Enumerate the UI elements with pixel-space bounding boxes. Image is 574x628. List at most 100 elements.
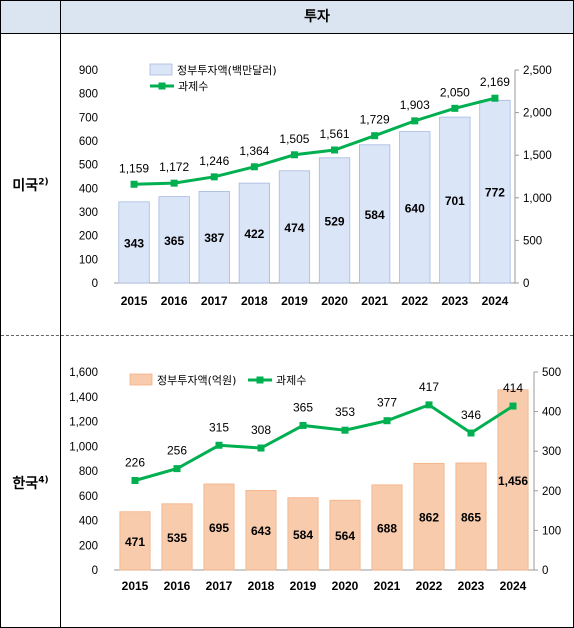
bar-value-label: 387 [204,231,224,245]
bar-value-label: 688 [377,521,397,535]
line-value-label: 417 [419,380,439,394]
row-label-kr: 한국4) [1,473,60,493]
bar [158,196,190,284]
bar [371,484,403,571]
us-chart: 0 100 200 300 400 500 600 700 800 900 0 500 1,000 1,5… [79,63,552,308]
y2-tick-label: 1,500 [523,150,552,162]
y-tick-label: 300 [79,207,98,219]
x-tick-label: 2019 [281,294,308,308]
row-label-us: 미국2) [1,175,60,195]
x-tick-label: 2022 [401,294,428,308]
x-tick-label: 2024 [500,579,527,593]
line-marker [451,104,459,112]
x-tick-label: 2016 [164,579,191,593]
x-tick-label: 2017 [206,579,233,593]
row-label-us-note: 2) [38,177,49,188]
y-tick-label: 800 [79,466,98,478]
line-value-label: 365 [293,400,313,414]
line-value-label: 1,903 [400,98,430,112]
x-tick-label: 2022 [416,579,443,593]
bar [278,170,311,284]
bar-value-label: 474 [284,221,304,235]
y-tick-label: 0 [92,278,98,290]
bar [238,182,270,284]
line-value-label: 226 [125,456,145,470]
x-tick-label: 2015 [122,579,149,593]
bar-value-label: 772 [485,186,505,200]
bar [198,191,230,284]
bar [359,144,391,284]
bar-value-label: 695 [209,521,229,535]
y-tick-label: 400 [79,516,98,528]
line-value-label: 315 [209,420,229,434]
line-value-label: 1,729 [360,113,390,127]
bar-value-label: 564 [335,529,355,543]
y-tick-label: 500 [79,160,98,172]
y-tick-label: 1,200 [69,417,98,429]
line-marker [257,444,265,452]
x-tick-label: 2015 [121,294,148,308]
row-divider [1,335,573,336]
bar-value-label: 535 [167,531,187,545]
x-tick-label: 2017 [201,294,228,308]
line-marker [371,132,379,140]
y-tick-label: 100 [79,254,98,266]
legend-label-line: 과제수 [178,80,208,93]
line-marker [299,421,307,429]
line-value-label: 1,561 [320,127,350,141]
legend-label-bar: 정부투자액(백만달러) [177,64,277,77]
x-tick-label: 2023 [441,294,468,308]
bar [118,201,150,284]
line-marker [425,401,433,409]
bar-value-label: 865 [461,510,481,524]
header-corner-cell [1,1,61,33]
series-line [134,403,514,482]
line-marker [131,477,139,485]
line-marker [411,117,419,125]
line-marker [509,402,517,410]
y2-tick-label: 400 [542,407,561,419]
line-value-label: 377 [377,396,397,410]
series-line [134,96,496,186]
line-marker [215,441,223,449]
kr-chart: 0 200 400 600 800 1,000 1,200 1,400 1,600 0 100 200… [69,367,561,593]
y2-tick-label: 200 [542,486,561,498]
x-tick-label: 2023 [458,579,485,593]
bar-value-label: 584 [293,528,313,542]
y-tick-label: 200 [79,540,98,552]
bar [161,503,193,571]
bar-value-label: 471 [125,535,145,549]
bar-value-label: 643 [251,524,271,538]
bar-value-label: 365 [164,234,184,248]
y2-tick-label: 500 [542,367,561,379]
bar [399,131,431,284]
line-value-label: 353 [335,405,355,419]
x-tick-label: 2016 [161,294,188,308]
bar [413,462,445,571]
line-marker [210,173,218,181]
bar [287,497,319,571]
bar-value-label: 529 [325,214,345,228]
x-tick-label: 2021 [374,579,401,593]
bar-value-label: 584 [365,208,385,222]
y-tick-label: 800 [79,89,98,101]
y-tick-label: 900 [79,65,98,77]
x-tick-label: 2018 [248,579,275,593]
y-tick-label: 400 [79,183,98,195]
bar [329,499,361,571]
bar [119,511,151,571]
bar [245,490,277,571]
legend-swatch-bar [129,373,153,386]
line-value-label: 1,172 [159,160,189,174]
line-marker [170,179,178,187]
y-tick-label: 1,600 [69,367,98,379]
y2-tick-label: 100 [542,525,561,537]
line-marker [250,163,258,171]
x-tick-label: 2018 [241,294,268,308]
x-tick-label: 2024 [482,294,509,308]
bar [455,462,487,571]
y-tick-label: 1,000 [69,441,98,453]
line-value-label: 1,505 [279,132,309,146]
line-value-label: 1,364 [239,144,269,158]
